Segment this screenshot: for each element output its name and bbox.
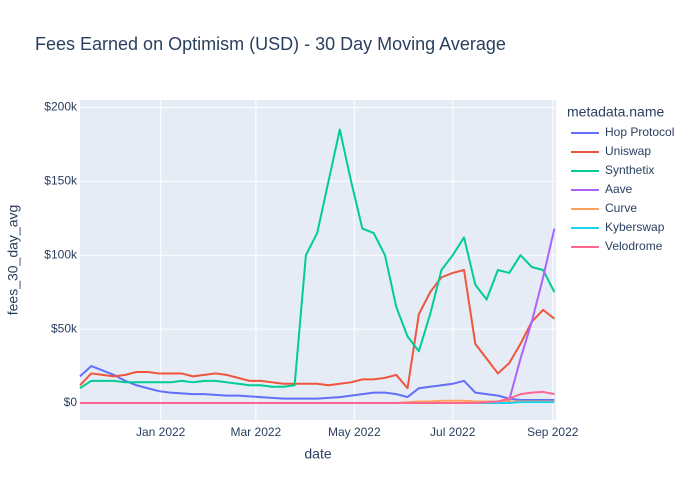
y-tick-label: $50k [51,321,78,335]
chart-title: Fees Earned on Optimism (USD) - 30 Day M… [35,34,506,54]
legend-label: Curve [605,201,637,215]
x-tick-label: Jul 2022 [430,425,476,439]
series-line [79,268,556,390]
x-tick-label: May 2022 [328,425,381,439]
legend-label: Kyberswap [605,220,665,234]
legend-label: Synthetix [605,163,654,177]
y-tick-label: $150k [44,173,78,187]
legend-label: Hop Protocol [605,125,674,139]
y-tick-label: $200k [44,100,78,114]
x-tick-label: Jan 2022 [136,425,186,439]
legend-label: Aave [605,182,633,196]
series-line [79,128,556,390]
series-line [80,390,555,404]
x-tick-label: Sep 2022 [527,425,579,439]
x-tick-label: Mar 2022 [231,425,282,439]
y-tick-label: $0 [64,395,78,409]
legend-label: Uniswap [605,144,651,158]
legend-title: metadata.name [567,104,664,120]
plot-background [80,100,556,420]
x-axis-title: date [304,446,331,462]
series-line [79,365,555,402]
legend-label: Velodrome [605,239,663,253]
y-axis-title: fees_30_day_avg [5,205,21,316]
y-tick-label: $100k [44,247,78,261]
